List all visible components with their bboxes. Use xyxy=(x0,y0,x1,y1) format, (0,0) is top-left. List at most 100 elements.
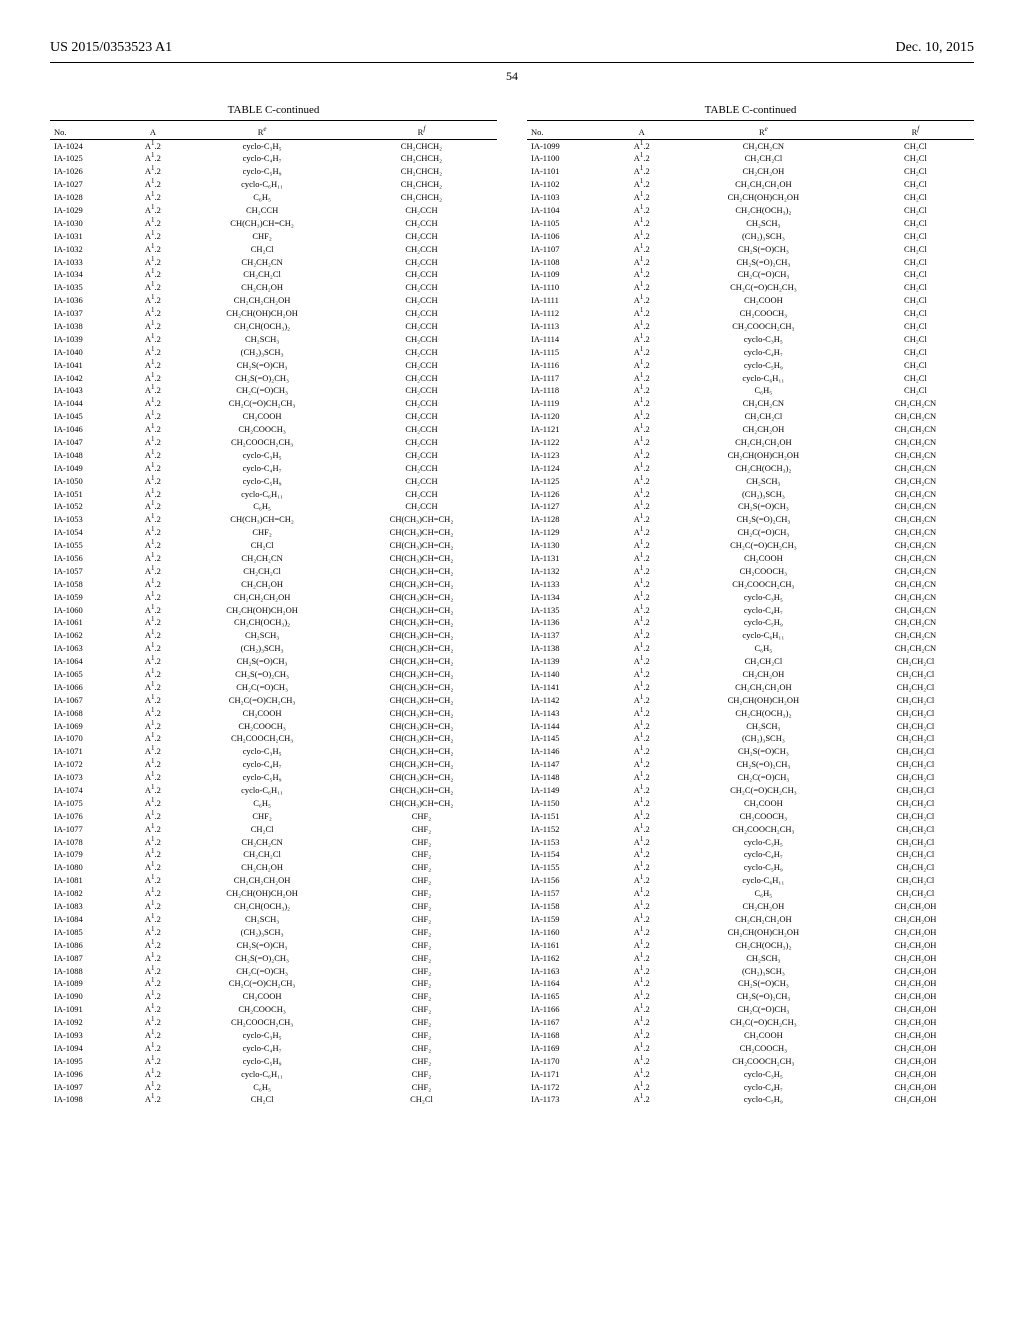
table-row: IA-1058A1.2CH₂CH₂OHCH(CH₃)CH=CH₂ xyxy=(50,578,497,591)
table-cell: IA-1054 xyxy=(50,527,128,540)
table-row: IA-1056A1.2CH₂CH₂CNCH(CH₃)CH=CH₂ xyxy=(50,553,497,566)
table-cell: IA-1172 xyxy=(527,1081,613,1094)
table-cell: CH₂CH₂CN xyxy=(857,501,974,514)
table-cell: CH₂CH₂Cl xyxy=(857,836,974,849)
table-cell: CH₂CH₂CN xyxy=(857,424,974,437)
table-row: IA-1103A1.2CH₂CH(OH)CH₂OHCH₂Cl xyxy=(527,192,974,205)
table-cell: CH₂CH(OCH₃)₂ xyxy=(670,462,857,475)
table-cell: C₆H₅ xyxy=(178,1081,346,1094)
table-cell: CH₂COOCH₃ xyxy=(670,810,857,823)
table-cell: CH₂CH₂OH xyxy=(857,991,974,1004)
table-cell: IA-1153 xyxy=(527,836,613,849)
table-cell: IA-1027 xyxy=(50,179,128,192)
table-row: IA-1114A1.2cyclo-C₃H₅CH₂Cl xyxy=(527,333,974,346)
table-row: IA-1166A1.2CH₂C(=O)CH₃CH₂CH₂OH xyxy=(527,1004,974,1017)
table-cell: C₆H₅ xyxy=(670,385,857,398)
table-cell: IA-1094 xyxy=(50,1042,128,1055)
table-row: IA-1150A1.2CH₂COOHCH₂CH₂Cl xyxy=(527,797,974,810)
table-row: IA-1097A1.2C₆H₅CHF₂ xyxy=(50,1081,497,1094)
table-cell: IA-1026 xyxy=(50,166,128,179)
table-row: IA-1044A1.2CH₂C(=O)CH₂CH₃CH₂CCH xyxy=(50,398,497,411)
table-cell: CH₂Cl xyxy=(857,204,974,217)
table-cell: cyclo-C₅H₉ xyxy=(670,862,857,875)
table-cell: IA-1046 xyxy=(50,424,128,437)
table-row: IA-1135A1.2cyclo-C₄H₇CH₂CH₂CN xyxy=(527,604,974,617)
table-row: IA-1029A1.2CH₂CCHCH₂CCH xyxy=(50,204,497,217)
table-cell: IA-1161 xyxy=(527,939,613,952)
table-row: IA-1112A1.2CH₂COOCH₃CH₂Cl xyxy=(527,308,974,321)
table-row: IA-1147A1.2CH₂S(=O)₂CH₃CH₂CH₂Cl xyxy=(527,759,974,772)
table-cell: CH₂CH₂Cl xyxy=(857,810,974,823)
table-cell: CH₂SCH₃ xyxy=(670,475,857,488)
table-row: IA-1072A1.2cyclo-C₄H₇CH(CH₃)CH=CH₂ xyxy=(50,759,497,772)
table-cell: CH₂CH₂CN xyxy=(857,475,974,488)
table-cell: CH₂CHCH₂ xyxy=(346,140,497,153)
page-number: 54 xyxy=(50,69,974,84)
table-cell: IA-1071 xyxy=(50,746,128,759)
table-cell: IA-1104 xyxy=(527,204,613,217)
table-cell: CH₂CH₂CN xyxy=(857,488,974,501)
table-cell: IA-1133 xyxy=(527,578,613,591)
table-cell: CH₂C(=O)CH₂CH₃ xyxy=(178,978,346,991)
table-cell: CH₂CH₂CH₂OH xyxy=(670,681,857,694)
table-cell: CH₂CH(OCH₃)₂ xyxy=(178,320,346,333)
table-cell: CH₂Cl xyxy=(857,308,974,321)
table-cell: CH₂COOH xyxy=(670,797,857,810)
table-row: IA-1092A1.2CH₂COOCH₂CH₃CHF₂ xyxy=(50,1017,497,1030)
table-cell: CH₂COOH xyxy=(178,707,346,720)
table-cell: IA-1091 xyxy=(50,1004,128,1017)
table-cell: CH₂CH₂OH xyxy=(670,901,857,914)
table-cell: CH₂SCH₃ xyxy=(670,720,857,733)
table-cell: CH₂CH₂OH xyxy=(857,978,974,991)
table-cell: CH₂CCH xyxy=(346,475,497,488)
table-row: IA-1125A1.2CH₂SCH₃CH₂CH₂CN xyxy=(527,475,974,488)
table-cell: CH₂C(=O)CH₃ xyxy=(178,965,346,978)
table-cell: (CH₂)₃SCH₃ xyxy=(670,488,857,501)
table-cell: IA-1037 xyxy=(50,308,128,321)
table-cell: CH₂CH₂CN xyxy=(857,643,974,656)
table-cell: IA-1118 xyxy=(527,385,613,398)
table-cell: CH₂Cl xyxy=(857,320,974,333)
table-row: IA-1059A1.2CH₂CH₂CH₂OHCH(CH₃)CH=CH₂ xyxy=(50,591,497,604)
table-cell: CH₂CH₂Cl xyxy=(857,694,974,707)
table-cell: CHF₂ xyxy=(178,230,346,243)
table-cell: cyclo-C₅H₉ xyxy=(178,772,346,785)
table-cell: CH₂COOCH₂CH₃ xyxy=(178,436,346,449)
table-cell: cyclo-C₆H₁₁ xyxy=(178,179,346,192)
table-cell: IA-1108 xyxy=(527,256,613,269)
table-row: IA-1073A1.2cyclo-C₅H₉CH(CH₃)CH=CH₂ xyxy=(50,772,497,785)
table-cell: CH₂CH₂Cl xyxy=(857,785,974,798)
table-cell: CHF₂ xyxy=(178,527,346,540)
table-cell: CH₂COOCH₂CH₃ xyxy=(670,1055,857,1068)
table-cell: IA-1065 xyxy=(50,669,128,682)
table-row: IA-1028A1.2C₆H₅CH₂CHCH₂ xyxy=(50,192,497,205)
table-cell: cyclo-C₄H₇ xyxy=(178,1042,346,1055)
table-cell: IA-1131 xyxy=(527,553,613,566)
col-header: Rf xyxy=(857,125,974,140)
table-cell: IA-1063 xyxy=(50,643,128,656)
table-row: IA-1090A1.2CH₂COOHCHF₂ xyxy=(50,991,497,1004)
table-cell: CH₂CCH xyxy=(346,436,497,449)
table-row: IA-1033A1.2CH₂CH₂CNCH₂CCH xyxy=(50,256,497,269)
table-cell: CH₂CHCH₂ xyxy=(346,166,497,179)
table-cell: CH₂Cl xyxy=(857,166,974,179)
table-cell: CHF₂ xyxy=(346,991,497,1004)
table-cell: CH₂CH₂CN xyxy=(857,604,974,617)
table-cell: CHF₂ xyxy=(346,810,497,823)
table-cell: CH₂Cl xyxy=(178,1094,346,1107)
table-cell: CH₂Cl xyxy=(857,256,974,269)
table-cell: IA-1067 xyxy=(50,694,128,707)
table-cell: IA-1106 xyxy=(527,230,613,243)
table-cell: IA-1092 xyxy=(50,1017,128,1030)
table-cell: IA-1100 xyxy=(527,153,613,166)
table-row: IA-1035A1.2CH₂CH₂OHCH₂CCH xyxy=(50,282,497,295)
table-cell: CH₂CH₂CH₂OH xyxy=(178,591,346,604)
table-row: IA-1173A1.2cyclo-C₅H₉CH₂CH₂OH xyxy=(527,1094,974,1107)
table-cell: CH₂CH₂OH xyxy=(857,1081,974,1094)
table-cell: IA-1041 xyxy=(50,359,128,372)
table-head-right: No.AReRf xyxy=(527,125,974,140)
table-row: IA-1054A1.2CHF₂CH(CH₃)CH=CH₂ xyxy=(50,527,497,540)
table-cell: IA-1079 xyxy=(50,849,128,862)
table-cell: CH₂COOCH₂CH₃ xyxy=(670,823,857,836)
table-row: IA-1055A1.2CH₂ClCH(CH₃)CH=CH₂ xyxy=(50,540,497,553)
